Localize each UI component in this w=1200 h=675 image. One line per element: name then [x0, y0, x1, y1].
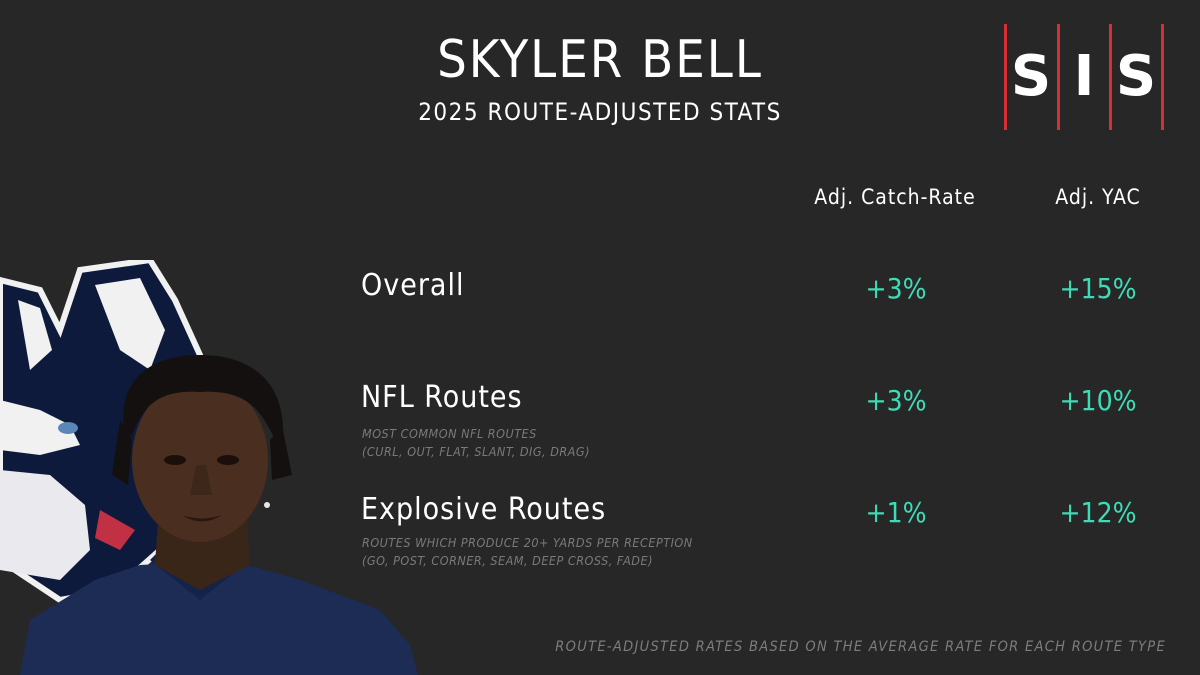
page-title: SKYLER BELL — [437, 30, 763, 90]
player-figure — [20, 355, 418, 675]
footnote: ROUTE-ADJUSTED RATES BASED ON THE AVERAG… — [555, 639, 1166, 655]
player-with-husky-logo-image — [0, 260, 418, 675]
nfl-routes-note-line2: (CURL, OUT, FLAT, SLANT, DIG, DRAG) — [362, 444, 590, 459]
logo-bar — [1057, 24, 1060, 130]
row-label-nfl-routes: NFL Routes — [361, 380, 523, 415]
explosive-routes-yac-value: +12% — [1059, 496, 1137, 529]
sis-logo: S I S — [1004, 24, 1164, 130]
explosive-routes-catch-rate-value: +1% — [865, 496, 927, 529]
logo-bar — [1109, 24, 1112, 130]
nfl-routes-note-line1: MOST COMMON NFL ROUTES — [362, 426, 537, 441]
column-header-yac: Adj. YAC — [1055, 185, 1141, 209]
explosive-routes-note: ROUTES WHICH PRODUCE 20+ YARDS PER RECEP… — [362, 534, 693, 570]
logo-letter: S — [1010, 44, 1052, 109]
explosive-routes-note-line1: ROUTES WHICH PRODUCE 20+ YARDS PER RECEP… — [362, 535, 693, 550]
logo-letter: I — [1073, 44, 1095, 109]
row-label-explosive-routes: Explosive Routes — [361, 492, 607, 527]
explosive-routes-note-line2: (GO, POST, CORNER, SEAM, DEEP CROSS, FAD… — [362, 553, 653, 568]
overall-yac-value: +15% — [1059, 272, 1137, 305]
column-header-catch-rate: Adj. Catch-Rate — [814, 185, 976, 209]
logo-bar — [1161, 24, 1164, 130]
overall-catch-rate-value: +3% — [865, 272, 927, 305]
logo-bar — [1004, 24, 1007, 130]
logo-letter: S — [1115, 44, 1157, 109]
nfl-routes-yac-value: +10% — [1059, 384, 1137, 417]
page-subtitle: 2025 ROUTE-ADJUSTED STATS — [418, 98, 782, 126]
row-label-overall: Overall — [361, 268, 465, 303]
nfl-routes-catch-rate-value: +3% — [865, 384, 927, 417]
nfl-routes-note: MOST COMMON NFL ROUTES (CURL, OUT, FLAT,… — [362, 425, 590, 461]
